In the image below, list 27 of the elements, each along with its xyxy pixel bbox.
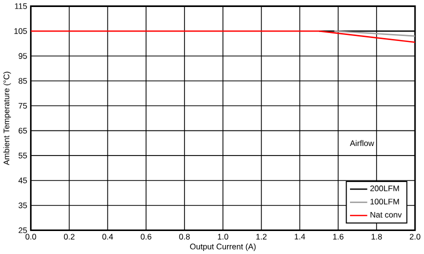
- x-tick-label: 2.0: [410, 234, 420, 240]
- x-tick-label: 0.6: [140, 234, 152, 240]
- legend-label: Nat conv: [370, 212, 402, 218]
- x-tick-label: 0.0: [26, 234, 36, 240]
- x-tick-label: 0.2: [64, 234, 74, 240]
- x-tick-label: 1.4: [294, 234, 306, 240]
- y-tick-label: 75: [18, 102, 27, 108]
- legend-title: Airflow: [350, 140, 374, 146]
- legend-label: 100LFM: [370, 198, 399, 204]
- y-tick-label: 95: [18, 52, 27, 59]
- y-tick-label: 55: [18, 152, 27, 158]
- y-tick-label: 65: [18, 128, 27, 134]
- x-tick-label: 1.0: [218, 234, 228, 240]
- y-tick-label: 35: [18, 202, 27, 208]
- y-tick-label: 115: [15, 3, 27, 9]
- x-tick-label: 1.6: [333, 234, 344, 240]
- x-tick-label: 0.8: [179, 234, 190, 240]
- x-tick-label: 0.4: [102, 234, 114, 240]
- y-tick-label: 25: [18, 227, 27, 233]
- y-axis-title: Ambient Temperature (°C): [3, 72, 11, 165]
- y-tick-label: 45: [18, 177, 27, 184]
- legend-label: 200LFM: [370, 185, 399, 192]
- x-tick-label: 1.2: [256, 234, 267, 240]
- y-tick-label: 85: [18, 78, 27, 84]
- x-tick-label: 1.8: [372, 234, 382, 240]
- y-tick-label: 105: [14, 28, 27, 34]
- x-axis-title: Output Current (A): [190, 243, 256, 251]
